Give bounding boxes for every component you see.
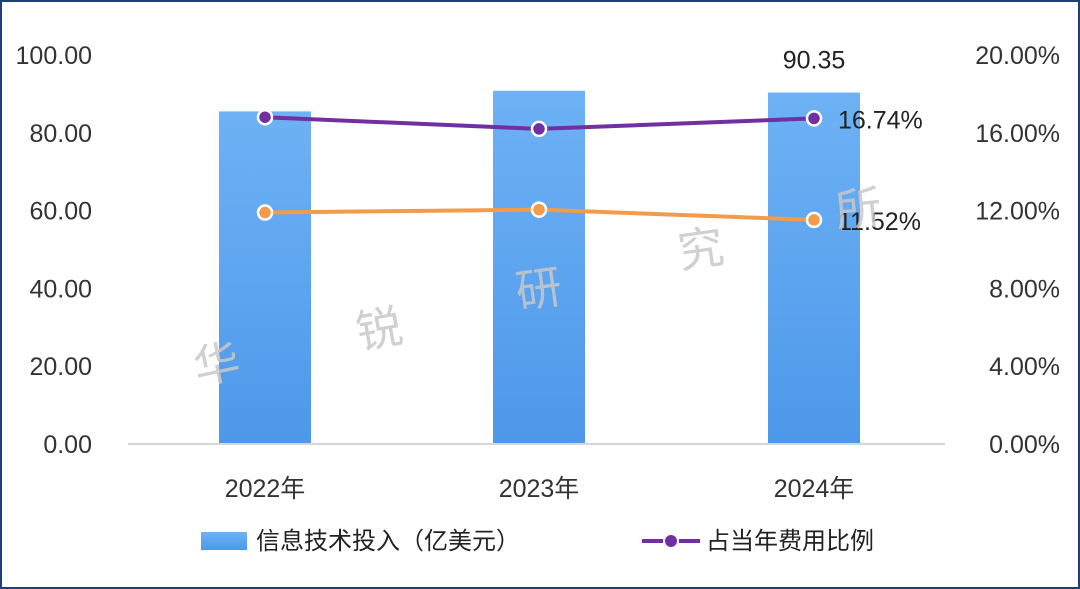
left-axis-tick-label: 60.00 [29,198,92,226]
left-axis-tick-label: 100.00 [16,42,92,70]
right-axis-tick-label: 8.00% [989,275,1060,303]
line-point-marker [530,201,548,218]
right-axis-tick-label: 16.00% [975,120,1060,148]
bar [219,111,311,444]
legend-bar-swatch [201,532,247,550]
right-axis-tick-label: 4.00% [989,353,1060,381]
legend-bar-label: 信息技术投入（亿美元） [256,527,520,555]
bar [493,90,585,445]
x-axis-category-label: 2023年 [499,475,580,503]
right-axis-tick-label: 12.00% [975,198,1060,226]
watermark-glyph: 究 [674,219,727,279]
line-point-marker [530,120,548,138]
line-data-label: 16.74% [838,106,923,134]
line-data-label: 11.52% [838,208,921,236]
watermark-glyph: 研 [512,259,565,319]
left-axis-tick-label: 0.00 [43,431,92,459]
line-point-marker [805,211,823,229]
legend-line-marker [663,533,679,549]
line-point-marker [256,204,274,221]
legend-line-label: 占当年费用比例 [706,527,874,555]
watermark-glyph: 锐 [352,299,407,360]
x-axis-category-label: 2024年 [774,475,855,503]
bar [768,92,860,444]
right-axis-tick-label: 20.00% [975,42,1060,70]
x-axis-category-label: 2022年 [225,475,306,503]
left-axis-tick-label: 20.00 [29,353,92,381]
line-point-marker [256,108,274,126]
watermark-glyph: 华 [189,333,245,395]
bar-data-label: 90.35 [783,47,846,75]
left-axis-tick-label: 80.00 [29,120,92,148]
watermark-glyph: 所 [833,180,884,239]
left-axis-tick-label: 40.00 [29,275,92,303]
right-axis-tick-label: 0.00% [989,431,1060,459]
line-point-marker [805,110,823,127]
